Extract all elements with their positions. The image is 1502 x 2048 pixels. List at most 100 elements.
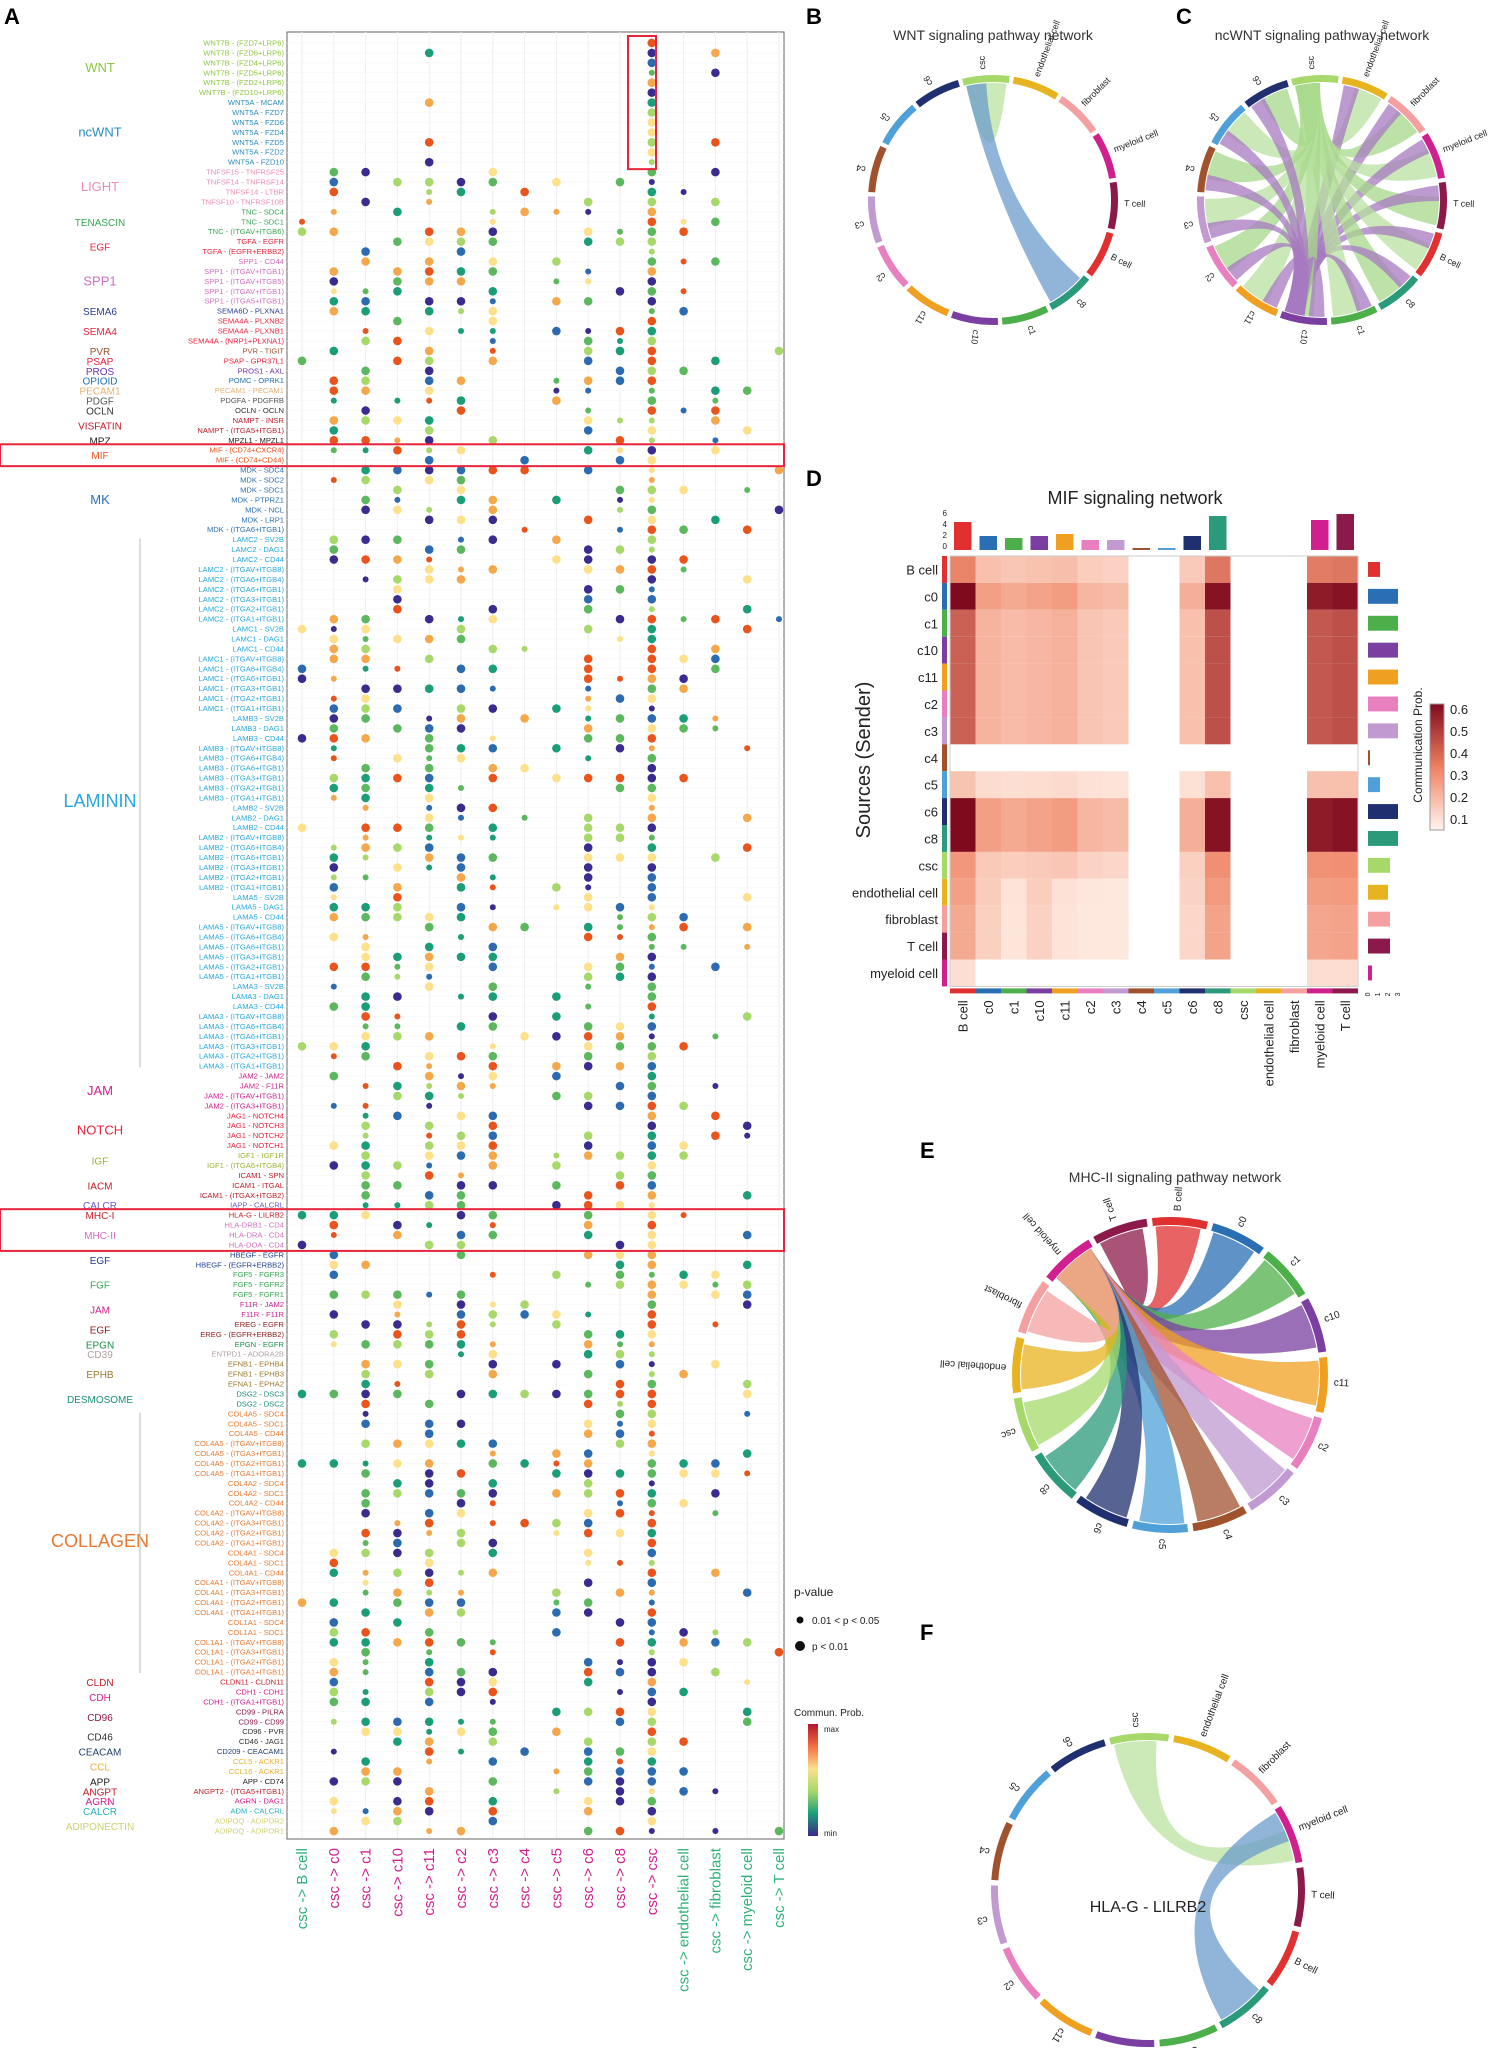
dot <box>424 257 434 266</box>
pair-label-mdk-ncl: MDK - NCL <box>245 505 284 514</box>
pair-label-col1a1-itga1-itgb1: COL1A1 - (ITGA1+ITGB1) <box>195 1668 285 1677</box>
dot <box>520 1459 529 1468</box>
dot <box>488 1230 498 1240</box>
sector-label-c8: c8 <box>1074 296 1088 310</box>
sector-arc-c8 <box>1219 1985 1269 2029</box>
heat-right-bar <box>1368 777 1380 793</box>
pair-label-wnt7b-fzd4-lrp6: WNT7B - (FZD4+LRP6) <box>203 58 284 67</box>
dot <box>329 1161 339 1170</box>
heat-cell <box>975 609 1001 637</box>
dot <box>615 773 625 783</box>
dot <box>361 1548 370 1558</box>
dot <box>426 864 433 871</box>
dot <box>458 1718 464 1725</box>
dot <box>393 1359 402 1369</box>
dot <box>488 1538 498 1548</box>
dot <box>647 1777 657 1786</box>
chord-link <box>1251 98 1309 316</box>
dot <box>488 1439 498 1448</box>
heat-colorbar-tick: 0.2 <box>1450 790 1468 805</box>
dot <box>488 1568 498 1578</box>
dot <box>393 1588 402 1597</box>
dot <box>424 614 434 624</box>
dot <box>426 1102 433 1109</box>
heat-cell <box>1307 959 1333 987</box>
heat-col-color <box>1128 988 1154 994</box>
dot <box>362 328 369 335</box>
dot <box>647 1389 657 1399</box>
x-label-csc-b-cell: csc -> B cell <box>294 1848 311 1929</box>
dot <box>615 585 625 594</box>
dot <box>552 1012 561 1021</box>
pair-label-mpzl1-mpzl1: MPZL1 - MPZL1 <box>228 436 284 445</box>
pair-label-lama3-itga2-itgb1: LAMA3 - (ITGA2+ITGB1) <box>199 1052 285 1061</box>
dot <box>456 624 466 634</box>
x-label-csc-c0: csc -> c0 <box>326 1848 343 1908</box>
sector-label-c10: c10 <box>969 329 981 345</box>
dot <box>615 287 625 296</box>
panel-f-center-label: HLA-G - LILRB2 <box>1090 1899 1207 1916</box>
pathway-label-desmosome: DESMOSOME <box>67 1395 133 1406</box>
pair-label-dsg2-dsc3: DSG2 - DSC3 <box>236 1389 284 1398</box>
dot <box>424 376 434 386</box>
pair-label-efna1-epha2: EFNA1 - EPHA2 <box>228 1380 284 1389</box>
dot <box>615 902 625 912</box>
pair-label-cdh1-itga1-itgb1: CDH1 - (ITGA1+ITGB1) <box>203 1697 284 1706</box>
dot <box>393 1717 402 1727</box>
dot <box>711 406 720 415</box>
pair-label-lama3-sv2b: LAMA3 - SV2B <box>233 982 284 991</box>
dot <box>361 624 370 634</box>
dot <box>488 237 498 246</box>
pair-label-pdgfa-pdgfrb: PDGFA - PDGFRB <box>220 396 284 405</box>
dot <box>647 1578 657 1587</box>
dot <box>647 664 657 674</box>
pair-label-hla-dra-cd4: HLA-DRA - CD4 <box>229 1231 284 1240</box>
pair-label-jag1-notch1: JAG1 - NOTCH1 <box>227 1141 284 1150</box>
sector-label-c10: c10 <box>1323 1309 1342 1325</box>
dot <box>647 1637 657 1647</box>
dot <box>424 227 434 237</box>
dot <box>456 1528 466 1538</box>
dot <box>552 1707 561 1717</box>
dot <box>711 1568 720 1578</box>
dot <box>615 1439 625 1448</box>
pathway-label-adiponectin: ADIPONECTIN <box>66 1822 134 1833</box>
dot <box>711 386 720 395</box>
dot <box>585 407 592 414</box>
sector-arc-c10 <box>1095 2031 1155 2047</box>
heat-cell <box>1052 851 1078 879</box>
dot <box>489 298 496 305</box>
dot <box>489 1301 496 1308</box>
pair-label-col4a5-itga1-itgb1: COL4A5 - (ITGA1+ITGB1) <box>195 1469 285 1478</box>
dot <box>393 1290 402 1299</box>
dot <box>583 545 593 554</box>
dot <box>362 576 369 583</box>
dot <box>552 495 561 505</box>
dot <box>647 197 657 207</box>
dot <box>393 843 402 852</box>
heat-row-label-c0: c0 <box>924 589 938 604</box>
heat-cell <box>1179 609 1205 637</box>
pair-label-adm-calcrl: ADM - CALCRL <box>230 1807 284 1816</box>
dot <box>394 1013 401 1020</box>
pathway-label-cd39: CD39 <box>87 1350 113 1361</box>
dot <box>583 1032 593 1041</box>
dot <box>679 366 688 376</box>
dot <box>647 1002 657 1011</box>
dot <box>615 436 625 445</box>
dot <box>329 1558 339 1568</box>
dot <box>712 1828 719 1835</box>
heat-row-label-c1: c1 <box>924 616 938 631</box>
pathway-label-jam: JAM <box>87 1083 113 1098</box>
pair-label-lamb3-itga2-itgb1: LAMB3 - (ITGA2+ITGB1) <box>199 783 285 792</box>
dot <box>488 535 498 544</box>
pathway-label-calcr: CALCR <box>83 1807 117 1818</box>
heat-right-bar <box>1368 562 1380 577</box>
sector-label-c2: c2 <box>874 270 887 284</box>
dot <box>426 1132 433 1139</box>
dot <box>424 1369 434 1379</box>
dot <box>361 1260 370 1270</box>
heat-cell <box>950 851 976 879</box>
dot <box>361 465 370 475</box>
dot <box>552 1032 561 1041</box>
